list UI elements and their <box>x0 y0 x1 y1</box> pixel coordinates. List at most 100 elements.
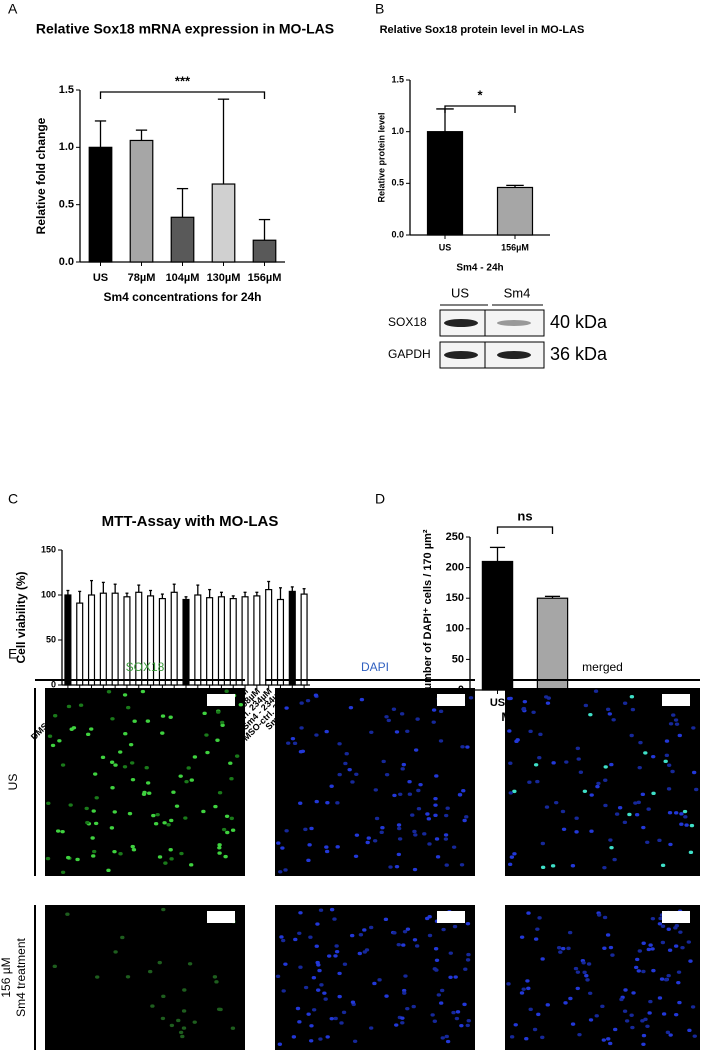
x-tick-label: US <box>439 242 452 252</box>
cell-nucleus <box>181 1009 187 1013</box>
y-tick-label: 1.5 <box>391 74 404 84</box>
cell-nucleus <box>684 823 689 827</box>
cell-nucleus <box>127 811 133 816</box>
bar <box>536 597 569 691</box>
cell-nucleus <box>658 916 663 921</box>
cell-nucleus <box>582 970 587 975</box>
cell-nucleus <box>436 993 442 997</box>
error-bar <box>196 584 200 595</box>
cell-nucleus <box>679 812 684 816</box>
cell-nucleus <box>184 779 189 784</box>
cell-nucleus <box>668 1033 673 1037</box>
cell-nucleus <box>651 791 656 796</box>
cell-nucleus <box>316 963 321 967</box>
cell-nucleus <box>150 1004 155 1008</box>
cell-nucleus <box>466 952 471 957</box>
cell-nucleus <box>540 957 545 961</box>
cell-nucleus <box>556 946 562 950</box>
micrograph-background <box>45 905 245 1050</box>
cell-nucleus <box>664 739 670 743</box>
cell-nucleus <box>230 828 236 832</box>
channel-label: DAPI <box>361 660 389 674</box>
cell-nucleus <box>128 742 134 747</box>
cell-nucleus <box>110 786 115 790</box>
cell-nucleus <box>673 926 678 930</box>
cell-nucleus <box>544 805 550 809</box>
y-tick-label: 0.0 <box>59 256 74 268</box>
cell-nucleus <box>202 711 207 716</box>
x-tick-label: 104µM <box>166 272 200 284</box>
cell-nucleus <box>65 912 70 916</box>
cell-nucleus <box>448 975 453 979</box>
cell-nucleus <box>298 911 303 915</box>
cell-nucleus <box>313 693 319 697</box>
cell-nucleus <box>462 1002 467 1007</box>
x-tick-label: US <box>93 272 108 284</box>
cell-nucleus <box>396 826 402 831</box>
cell-nucleus <box>145 781 151 785</box>
cell-nucleus <box>394 730 400 734</box>
cell-nucleus <box>238 702 244 707</box>
scale-bar <box>662 911 690 923</box>
bar <box>194 594 202 686</box>
cell-nucleus <box>689 823 695 828</box>
cell-nucleus <box>609 845 614 850</box>
cell-nucleus <box>512 852 517 856</box>
cell-nucleus <box>292 741 298 746</box>
cell-nucleus <box>688 959 693 963</box>
cell-nucleus <box>160 714 166 718</box>
cell-nucleus <box>666 973 671 978</box>
error-bar <box>78 590 82 604</box>
cell-nucleus <box>69 727 74 731</box>
cell-nucleus <box>373 788 378 792</box>
cell-nucleus <box>535 927 540 931</box>
blot-protein-label: GAPDH <box>388 347 431 361</box>
blot-band <box>444 351 478 359</box>
cell-nucleus <box>570 1022 576 1026</box>
cell-nucleus <box>606 1037 611 1041</box>
cell-nucleus <box>434 774 439 778</box>
cell-nucleus <box>574 816 579 820</box>
cell-nucleus <box>333 954 338 958</box>
cell-nucleus <box>306 858 311 863</box>
cell-nucleus <box>582 789 588 793</box>
cell-nucleus <box>433 947 439 951</box>
cell-nucleus <box>635 957 640 962</box>
cell-nucleus <box>110 717 115 721</box>
error-bar <box>217 98 230 185</box>
cell-nucleus <box>688 850 694 855</box>
cell-nucleus <box>284 829 289 833</box>
cell-nucleus <box>646 947 651 952</box>
cell-nucleus <box>315 988 321 992</box>
cell-nucleus <box>463 967 468 971</box>
scale-bar <box>437 911 465 923</box>
cell-nucleus <box>603 778 608 782</box>
significance-label: ns <box>517 508 532 523</box>
cell-nucleus <box>283 962 288 966</box>
cell-nucleus <box>670 769 675 774</box>
bar <box>300 593 308 686</box>
bar <box>252 239 277 263</box>
cell-nucleus <box>462 818 467 823</box>
micrograph <box>505 688 700 876</box>
cell-nucleus <box>602 865 607 870</box>
cell-nucleus <box>85 732 91 737</box>
cell-nucleus <box>308 1039 314 1043</box>
cell-nucleus <box>161 907 166 912</box>
cell-nucleus <box>365 840 370 845</box>
cell-nucleus <box>674 722 680 726</box>
cell-nucleus <box>55 829 61 833</box>
cell-nucleus <box>52 964 57 969</box>
cell-nucleus <box>217 851 222 855</box>
cell-nucleus <box>341 1010 347 1015</box>
cell-nucleus <box>522 699 528 704</box>
cell-nucleus <box>461 789 466 793</box>
cell-nucleus <box>607 712 613 716</box>
error-bar <box>149 589 153 596</box>
cell-nucleus <box>278 870 283 874</box>
cell-nucleus <box>277 1042 283 1046</box>
cell-nucleus <box>405 1006 410 1011</box>
bar <box>88 146 113 263</box>
cell-nucleus <box>230 1026 236 1030</box>
cell-nucleus <box>434 958 440 963</box>
